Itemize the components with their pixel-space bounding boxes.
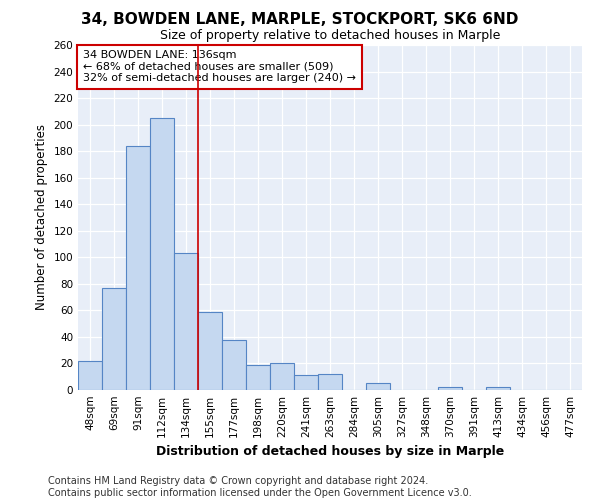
Bar	[174, 254, 198, 390]
Bar	[486, 388, 510, 390]
Y-axis label: Number of detached properties: Number of detached properties	[35, 124, 48, 310]
Text: Contains HM Land Registry data © Crown copyright and database right 2024.
Contai: Contains HM Land Registry data © Crown c…	[48, 476, 472, 498]
Bar	[198, 312, 222, 390]
Bar	[270, 364, 294, 390]
Bar	[246, 365, 270, 390]
Bar	[78, 361, 102, 390]
Text: 34, BOWDEN LANE, MARPLE, STOCKPORT, SK6 6ND: 34, BOWDEN LANE, MARPLE, STOCKPORT, SK6 …	[82, 12, 518, 28]
Bar	[126, 146, 150, 390]
X-axis label: Distribution of detached houses by size in Marple: Distribution of detached houses by size …	[156, 446, 504, 458]
Bar	[222, 340, 246, 390]
Bar	[438, 388, 462, 390]
Title: Size of property relative to detached houses in Marple: Size of property relative to detached ho…	[160, 30, 500, 43]
Bar	[102, 288, 126, 390]
Bar	[366, 384, 390, 390]
Bar	[294, 376, 318, 390]
Bar	[318, 374, 342, 390]
Text: 34 BOWDEN LANE: 136sqm
← 68% of detached houses are smaller (509)
32% of semi-de: 34 BOWDEN LANE: 136sqm ← 68% of detached…	[83, 50, 356, 84]
Bar	[150, 118, 174, 390]
